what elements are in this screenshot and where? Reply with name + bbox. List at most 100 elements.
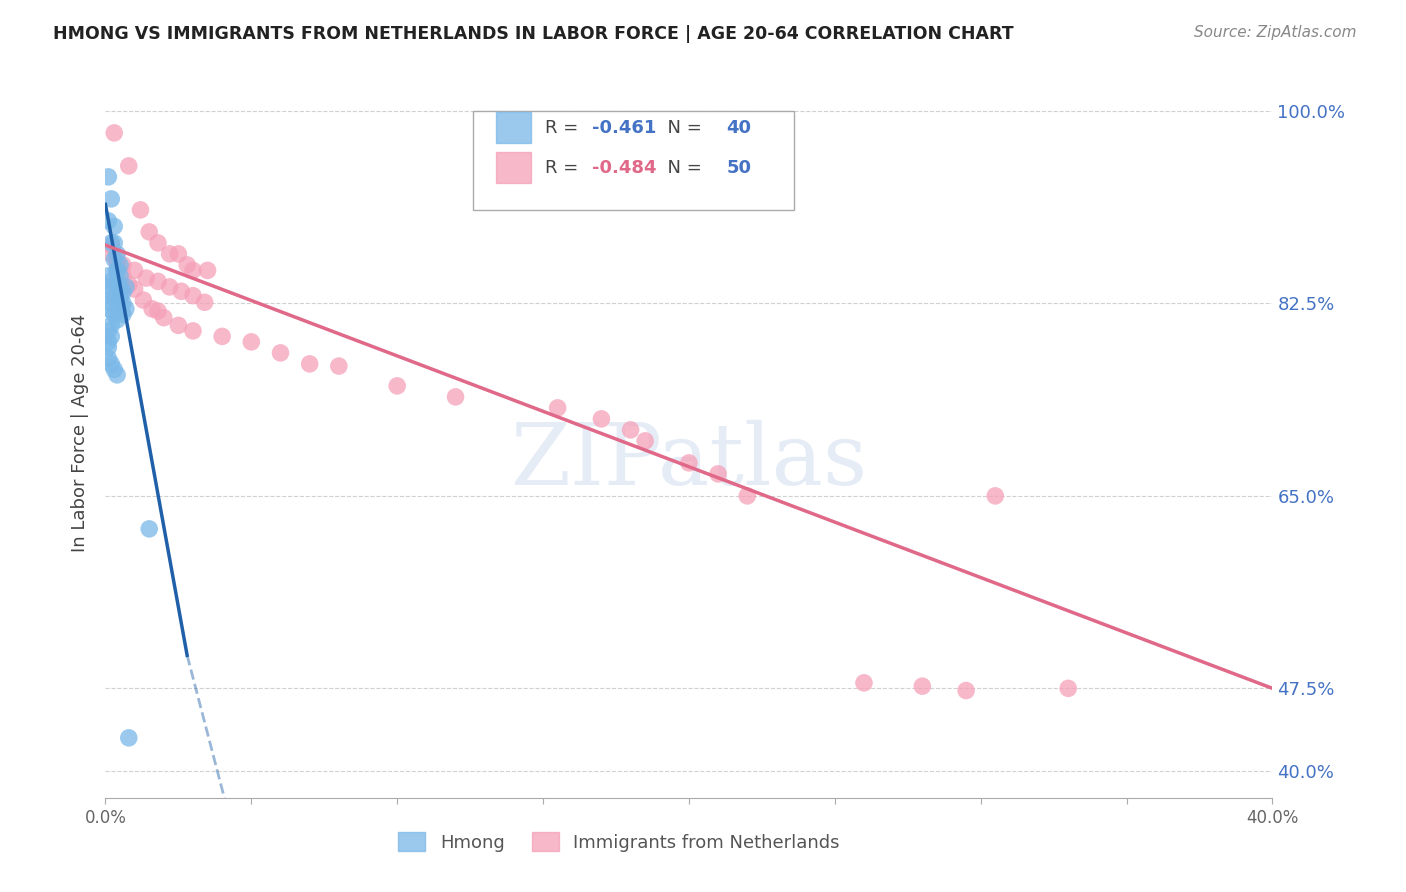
Point [197,263,219,277]
Point [444,390,467,404]
Text: R =: R = [546,119,585,136]
Point [108,280,131,294]
Point [181,324,204,338]
Point [170,285,193,299]
Point [105,263,128,277]
Point [97,340,120,354]
Point [138,522,160,536]
Point [97,268,120,283]
Point [159,280,181,294]
Point [678,456,700,470]
Point [100,296,122,310]
Legend: Hmong, Immigrants from Netherlands: Hmong, Immigrants from Netherlands [391,825,846,859]
Point [111,307,134,321]
Point [129,202,152,217]
Point [111,296,134,310]
Text: -0.484: -0.484 [592,159,657,177]
FancyBboxPatch shape [472,111,794,210]
Point [105,255,128,269]
Point [118,731,141,745]
Point [100,192,122,206]
Point [911,679,934,693]
Text: 50: 50 [727,159,751,177]
Point [619,423,641,437]
Point [100,357,122,371]
Point [115,301,138,316]
Point [138,225,160,239]
Point [97,169,120,184]
Point [105,368,128,382]
Point [105,247,128,261]
Point [100,247,122,261]
Point [103,219,125,234]
Point [181,263,204,277]
Point [103,235,125,250]
Point [167,318,190,333]
Point [298,357,321,371]
Bar [496,112,531,143]
Point [105,313,128,327]
Point [103,126,125,140]
Point [591,412,613,426]
Point [100,285,122,300]
Point [124,282,146,296]
Text: 40: 40 [727,119,751,136]
Point [1057,681,1080,696]
Point [118,159,141,173]
Point [97,301,120,316]
Text: ZIPatlas: ZIPatlas [510,420,868,503]
Point [115,280,138,294]
Point [100,274,122,288]
Point [111,258,134,272]
Point [111,285,134,300]
Point [146,235,169,250]
Point [167,247,190,261]
Point [159,247,181,261]
Point [135,271,157,285]
Point [97,324,120,338]
Point [100,329,122,343]
Point [103,307,125,321]
Point [132,293,155,307]
Point [105,274,128,288]
Point [105,252,128,267]
Point [108,268,131,283]
Point [97,334,120,349]
Point [100,238,122,252]
Text: Source: ZipAtlas.com: Source: ZipAtlas.com [1194,25,1357,40]
Point [852,676,875,690]
Text: N =: N = [657,119,707,136]
Text: N =: N = [657,159,707,177]
Point [103,291,125,305]
Point [634,434,657,448]
Point [100,318,122,333]
Point [146,274,169,288]
Text: -0.461: -0.461 [592,119,657,136]
Point [97,214,120,228]
Point [100,235,122,250]
Point [108,258,131,272]
Point [737,489,759,503]
Point [211,329,233,343]
Point [97,280,120,294]
Point [269,346,292,360]
Point [124,263,146,277]
Point [111,268,134,283]
Point [146,304,169,318]
Point [955,683,977,698]
Point [547,401,569,415]
Y-axis label: In Labor Force | Age 20-64: In Labor Force | Age 20-64 [70,313,89,552]
Point [103,252,125,267]
Text: R =: R = [546,159,585,177]
Point [103,362,125,376]
Point [194,295,217,310]
Point [176,258,198,272]
Bar [496,153,531,183]
Point [105,263,128,277]
Point [707,467,730,481]
Text: HMONG VS IMMIGRANTS FROM NETHERLANDS IN LABOR FORCE | AGE 20-64 CORRELATION CHAR: HMONG VS IMMIGRANTS FROM NETHERLANDS IN … [53,25,1014,43]
Point [97,351,120,366]
Point [108,291,131,305]
Point [181,288,204,302]
Point [141,301,163,316]
